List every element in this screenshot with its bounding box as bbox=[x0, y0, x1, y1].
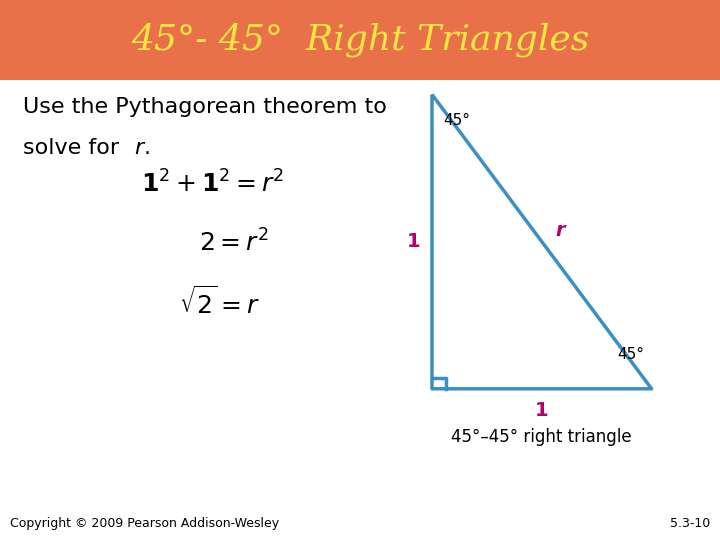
Text: $\mathbf{1}^2 + \mathbf{1}^2 = r^2$: $\mathbf{1}^2 + \mathbf{1}^2 = r^2$ bbox=[141, 170, 284, 197]
Text: solve for: solve for bbox=[23, 138, 126, 158]
Text: 45°: 45° bbox=[618, 347, 644, 362]
Text: Copyright © 2009 Pearson Addison-Wesley: Copyright © 2009 Pearson Addison-Wesley bbox=[10, 517, 279, 530]
Text: $2 = r^2$: $2 = r^2$ bbox=[199, 230, 269, 256]
Text: 45°: 45° bbox=[443, 113, 470, 129]
Text: r: r bbox=[135, 138, 144, 158]
Text: 45°- 45°  Right Triangles: 45°- 45° Right Triangles bbox=[131, 23, 589, 57]
Text: $\sqrt{2} = r$: $\sqrt{2} = r$ bbox=[179, 286, 260, 319]
Text: Use the Pythagorean theorem to: Use the Pythagorean theorem to bbox=[23, 97, 387, 117]
Text: 1: 1 bbox=[535, 401, 549, 420]
Text: .: . bbox=[143, 138, 150, 158]
Bar bbox=[0, 0, 720, 80]
Text: 45°–45° right triangle: 45°–45° right triangle bbox=[451, 428, 632, 447]
Text: 5.3-10: 5.3-10 bbox=[670, 517, 710, 530]
Text: 1: 1 bbox=[408, 232, 420, 251]
Text: r: r bbox=[555, 221, 564, 240]
